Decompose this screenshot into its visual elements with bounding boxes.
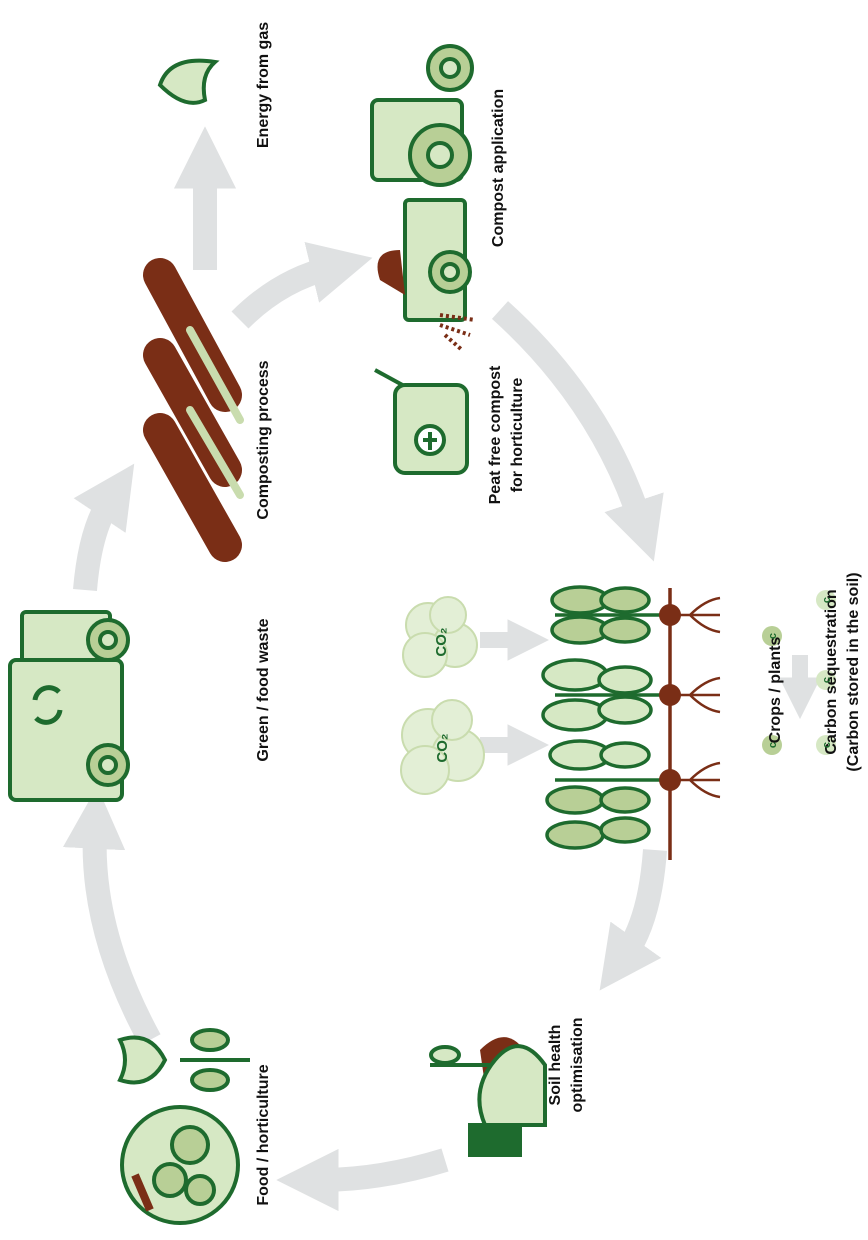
co2-label: CO₂ bbox=[433, 627, 450, 656]
carbon-mark: c bbox=[767, 633, 779, 639]
label: Compost application bbox=[490, 89, 507, 247]
waste-truck-icon bbox=[10, 612, 128, 800]
label: Energy from gas bbox=[255, 22, 272, 148]
page: Energy from gas Compost application Comp… bbox=[0, 0, 868, 1240]
label: for horticulture bbox=[509, 378, 526, 493]
food-icon bbox=[120, 1030, 250, 1223]
label: (Carbon stored in the soil) bbox=[845, 572, 862, 771]
compost-bag-icon bbox=[375, 370, 467, 473]
label: Carbon sequestration bbox=[823, 589, 840, 754]
label: optimisation bbox=[569, 1017, 586, 1112]
label: Green / food waste bbox=[255, 618, 272, 761]
carbon-mark: c bbox=[821, 597, 833, 603]
label: Composting process bbox=[255, 360, 272, 519]
tractor-icon bbox=[372, 46, 475, 350]
diagram: Energy from gas Compost application Comp… bbox=[0, 0, 868, 1240]
carbon-mark: c bbox=[821, 742, 833, 748]
label: Soil health bbox=[547, 1025, 564, 1106]
co2-clouds bbox=[401, 597, 484, 794]
flame-icon bbox=[160, 61, 215, 103]
plants-icon bbox=[543, 587, 720, 860]
label: Food / horticulture bbox=[255, 1064, 272, 1205]
carbon-mark: c bbox=[821, 677, 833, 683]
label: Peat free compost bbox=[487, 365, 504, 504]
compost-piles-icon bbox=[160, 275, 240, 545]
hand-icon bbox=[430, 1037, 545, 1155]
carbon-mark: c bbox=[767, 742, 779, 748]
co2-label: CO₂ bbox=[434, 733, 451, 762]
label: Crops / plants bbox=[767, 637, 784, 744]
